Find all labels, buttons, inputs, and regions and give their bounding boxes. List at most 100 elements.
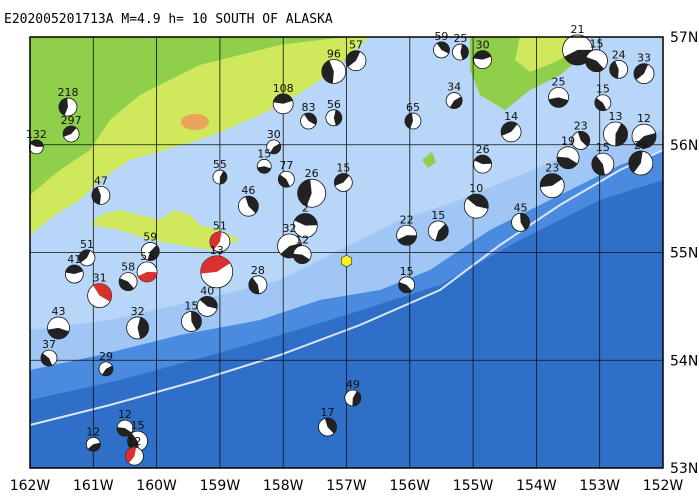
mechanism-label: 30 xyxy=(267,128,281,141)
beachball-compressional-quadrant xyxy=(293,253,310,264)
focal-mechanism[interactable]: 45 xyxy=(511,201,530,232)
focal-mechanism[interactable]: 14 xyxy=(500,110,522,143)
focal-mechanism[interactable]: 2 xyxy=(292,202,318,238)
beachball-compressional-quadrant xyxy=(125,447,137,464)
focal-mechanism[interactable]: 34 xyxy=(445,81,463,109)
focal-mechanism-highlighted[interactable]: 31 xyxy=(87,272,113,309)
focal-mechanism[interactable]: 30 xyxy=(473,39,492,70)
focal-mechanism[interactable]: 41 xyxy=(64,253,84,284)
mechanism-label: 15 xyxy=(596,83,610,96)
focal-mechanism[interactable]: 77 xyxy=(277,159,295,188)
focal-mechanism[interactable]: 218 xyxy=(57,86,78,117)
focal-mechanism[interactable]: 24 xyxy=(609,48,629,79)
lat-tick-label: 53N xyxy=(670,461,698,477)
focal-mechanism[interactable]: 65 xyxy=(404,101,422,130)
focal-mechanism[interactable]: 49 xyxy=(344,378,362,407)
focal-mechanism[interactable]: 55 xyxy=(212,158,228,185)
beachball-compressional-quadrant xyxy=(127,432,140,452)
focal-mechanism[interactable]: 32 xyxy=(126,305,150,340)
focal-mechanism[interactable]: 43 xyxy=(47,305,70,340)
mechanism-label: 12 xyxy=(637,112,651,125)
focal-mechanism[interactable]: 37 xyxy=(40,338,58,367)
focal-mechanism[interactable]: 15 xyxy=(181,299,202,332)
focal-mechanism[interactable]: 10 xyxy=(463,182,489,219)
focal-mechanism[interactable]: 26 xyxy=(473,143,492,174)
focal-mechanism-highlighted[interactable]: 13 xyxy=(200,244,234,289)
lon-tick-label: 162W xyxy=(10,478,51,494)
focal-mechanism[interactable]: 23 xyxy=(539,162,565,199)
focal-mechanism[interactable]: 25 xyxy=(452,32,469,61)
focal-mechanism[interactable]: 57 xyxy=(345,39,367,72)
focal-mechanism[interactable]: 12 xyxy=(116,408,134,437)
focal-mechanism[interactable]: 58 xyxy=(118,261,138,291)
focal-mechanism[interactable]: 29 xyxy=(98,350,114,377)
mechanism-label: 33 xyxy=(637,52,651,65)
focal-mechanism-highlighted[interactable]: 12 xyxy=(125,435,144,466)
trench-line xyxy=(30,149,663,426)
mechanism-label: 55 xyxy=(213,158,227,171)
focal-mechanism[interactable]: 12 xyxy=(292,234,312,265)
focal-mechanism[interactable]: 297 xyxy=(61,114,82,143)
focal-mechanism[interactable]: 15 xyxy=(127,419,149,452)
beachball-compressional-quadrant xyxy=(333,110,342,126)
focal-mechanism[interactable]: 47 xyxy=(91,174,111,205)
mechanism-label: 12 xyxy=(127,435,141,448)
mechanism-label: 15 xyxy=(596,141,610,154)
focal-mechanism[interactable]: 22 xyxy=(396,213,418,246)
focal-mechanism[interactable]: 132 xyxy=(26,128,47,155)
focal-mechanism[interactable]: 17 xyxy=(318,406,337,437)
focal-mechanism[interactable]: 12 xyxy=(631,112,657,149)
mechanism-label: 25 xyxy=(453,32,467,45)
beachball-compressional-quadrant xyxy=(352,391,361,406)
focal-mechanism[interactable]: 30 xyxy=(266,128,282,155)
mechanism-label: 30 xyxy=(476,39,490,52)
beachball-compressional-quadrant xyxy=(91,186,101,205)
focal-mechanism[interactable]: 15 xyxy=(585,38,608,73)
mechanism-label: 19 xyxy=(561,135,575,148)
focal-mechanism[interactable]: 15 xyxy=(398,265,416,294)
focal-mechanism[interactable]: 59 xyxy=(140,230,160,261)
beachball-compressional-quadrant xyxy=(116,427,132,437)
mechanism-label: 29 xyxy=(634,139,648,152)
beachball-compressional-quadrant xyxy=(47,327,69,339)
focal-mechanism[interactable]: 15 xyxy=(427,209,449,242)
focal-mechanism[interactable]: 59 xyxy=(433,30,450,59)
focal-mechanism[interactable]: 15 xyxy=(333,161,353,192)
focal-mechanism[interactable]: 15 xyxy=(591,141,615,176)
focal-mechanism[interactable]: 33 xyxy=(633,52,655,85)
focal-mechanism[interactable]: 51 xyxy=(78,238,96,267)
focal-mechanism[interactable]: 46 xyxy=(237,184,259,217)
epicenter-hexagon[interactable] xyxy=(340,254,353,268)
mechanism-label: 14 xyxy=(504,110,518,123)
beachball-compressional-quadrant xyxy=(269,143,281,154)
mechanism-label: 297 xyxy=(61,114,82,127)
focal-mechanism[interactable]: 15 xyxy=(256,147,272,174)
focal-mechanism[interactable]: 96 xyxy=(321,47,347,84)
focal-mechanism[interactable]: 25 xyxy=(548,75,569,108)
focal-mechanism[interactable]: 23 xyxy=(571,119,591,150)
focal-mechanism[interactable]: 26 xyxy=(297,167,327,208)
focal-mechanism[interactable]: 56 xyxy=(325,98,343,127)
lon-tick-label: 153W xyxy=(579,478,620,494)
focal-mechanism[interactable]: 12 xyxy=(85,425,101,452)
focal-mechanism-highlighted[interactable]: 51 xyxy=(209,220,231,253)
focal-mechanism[interactable]: 13 xyxy=(603,110,628,147)
focal-mechanism[interactable]: 29 xyxy=(628,139,654,176)
focal-mechanism[interactable]: 15 xyxy=(594,83,612,112)
focal-mechanism[interactable]: 83 xyxy=(300,101,317,130)
focal-mechanism[interactable]: 28 xyxy=(248,264,268,295)
mechanism-label: 13 xyxy=(609,110,623,123)
focal-mechanism[interactable]: 19 xyxy=(556,135,580,170)
mechanism-label: 43 xyxy=(51,305,65,318)
beachball-compressional-quadrant xyxy=(591,155,605,176)
beachball-compressional-quadrant xyxy=(577,131,590,147)
focal-mechanism[interactable]: 108 xyxy=(273,82,294,115)
mechanism-label: 58 xyxy=(121,261,135,274)
mechanism-label: 37 xyxy=(42,338,56,351)
focal-mechanism[interactable]: 40 xyxy=(196,284,218,317)
latitude-tick-labels: 57N 56N 55N 54N 53N xyxy=(670,30,698,477)
focal-mechanism-highlighted[interactable]: 53 xyxy=(136,250,158,283)
mechanism-label: 13 xyxy=(210,244,224,257)
mechanism-label: 25 xyxy=(552,75,566,88)
mechanism-label: 28 xyxy=(251,264,265,277)
